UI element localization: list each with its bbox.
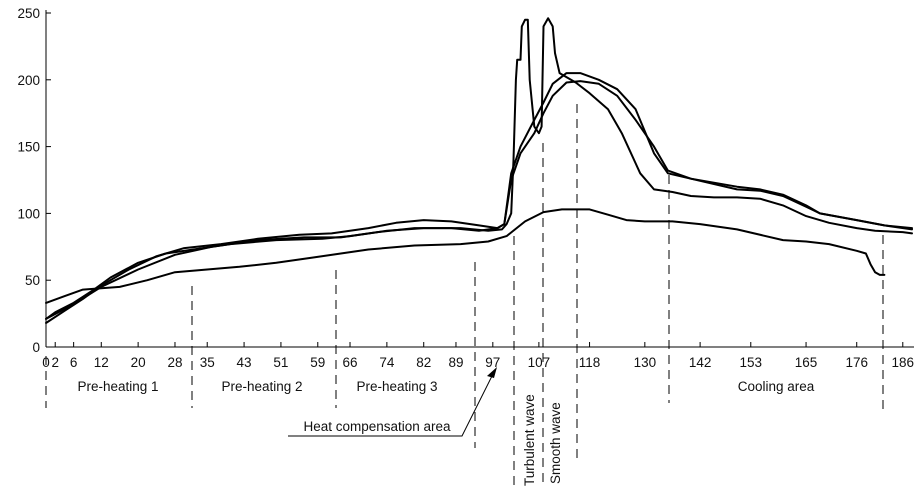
- y-tick-label: 0: [32, 340, 40, 355]
- y-tick-label: 250: [17, 6, 40, 21]
- series-line-2: [45, 72, 913, 324]
- x-tick-label: 97: [485, 355, 500, 370]
- region-label-pre-heating-3: Pre-heating 3: [356, 379, 437, 394]
- series-lines: [45, 17, 913, 324]
- x-tick-label: 2: [51, 355, 59, 370]
- x-tick-label: 107: [528, 355, 551, 370]
- x-tick-label: 130: [634, 355, 657, 370]
- x-tick-label: 12: [94, 355, 109, 370]
- x-tick-label: 51: [273, 355, 288, 370]
- zone-dividers: [45, 104, 884, 486]
- y-axis: 0 50 100 150 200 250: [17, 6, 51, 355]
- region-label-cooling-area: Cooling area: [738, 379, 815, 394]
- y-tick-label: 100: [17, 206, 40, 221]
- x-tick-label: 82: [416, 355, 431, 370]
- region-label-heat-compensation: Heat compensation area: [303, 419, 451, 434]
- region-label-pre-heating-1: Pre-heating 1: [77, 379, 158, 394]
- x-tick-label: 165: [795, 355, 818, 370]
- y-tick-label: 150: [17, 140, 40, 155]
- x-tick-label: 43: [237, 355, 252, 370]
- x-tick-label: 142: [689, 355, 712, 370]
- x-tick-label: 28: [167, 355, 182, 370]
- heat-compensation-arrowhead: [487, 367, 497, 378]
- x-tick-label: 35: [200, 355, 215, 370]
- series-line-3: [45, 80, 913, 320]
- x-tick-label: 66: [343, 355, 358, 370]
- x-axis: 0261220283543515966748289971071181301421…: [42, 342, 914, 370]
- x-tick-label: 176: [845, 355, 868, 370]
- series-line-4: [45, 208, 886, 304]
- region-label-pre-heating-2: Pre-heating 2: [221, 379, 302, 394]
- x-tick-label: 89: [448, 355, 463, 370]
- region-label-smooth-wave: Smooth wave: [548, 402, 563, 484]
- heat-compensation-arrow: [288, 373, 494, 437]
- x-tick-label: 118: [579, 355, 601, 370]
- x-tick-label: 6: [70, 355, 78, 370]
- x-tick-label: 74: [379, 355, 395, 370]
- x-tick-label: 153: [740, 355, 763, 370]
- y-tick-label: 50: [25, 273, 40, 288]
- region-label-turbulent-wave: Turbulent wave: [522, 394, 537, 486]
- x-tick-label: 20: [131, 355, 146, 370]
- x-tick-label: 186: [892, 355, 915, 370]
- x-tick-label: 59: [310, 355, 325, 370]
- y-tick-label: 200: [17, 73, 40, 88]
- series-line-1: [45, 17, 913, 320]
